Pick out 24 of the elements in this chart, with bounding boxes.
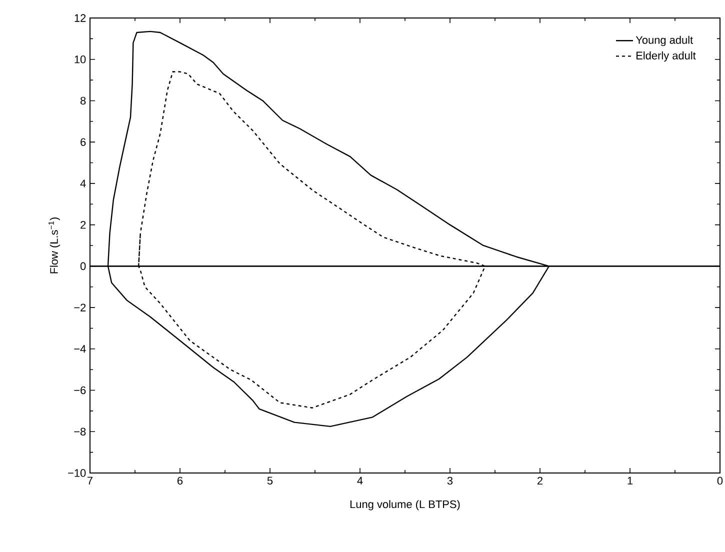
x-tick-label: 2 xyxy=(537,476,542,485)
y-tick-label: 0 xyxy=(80,262,86,270)
y-tick-label: −4 xyxy=(74,345,86,353)
x-tick-label: 1 xyxy=(628,476,633,484)
y-tick-label: 12 xyxy=(74,14,86,22)
y-tick-label: −10 xyxy=(68,469,86,477)
legend-label: Young adult xyxy=(636,36,694,46)
x-tick-label: 4 xyxy=(357,476,363,484)
x-axis-title: Lung volume (L BTPS) xyxy=(350,500,460,510)
x-tick-label: 5 xyxy=(267,476,273,484)
y-tick-label: −6 xyxy=(74,386,86,394)
legend-label: Elderly adult xyxy=(636,51,696,62)
y-tick-label: 4 xyxy=(80,180,86,188)
x-tick-label: 6 xyxy=(178,476,183,485)
y-tick-label: −8 xyxy=(74,428,86,436)
y-tick-label: 8 xyxy=(80,96,86,105)
y-tick-label: −2 xyxy=(74,304,86,312)
y-axis-title: Flow (L.s$^{−1}$) xyxy=(48,218,60,274)
y-tick-label: 10 xyxy=(74,55,86,64)
x-tick-label: 0 xyxy=(717,476,723,485)
y-tick-label: 6 xyxy=(80,138,86,146)
x-tick-label: 3 xyxy=(447,476,453,485)
y-tick-label: 2 xyxy=(80,221,86,229)
x-tick-label: 7 xyxy=(88,476,92,484)
